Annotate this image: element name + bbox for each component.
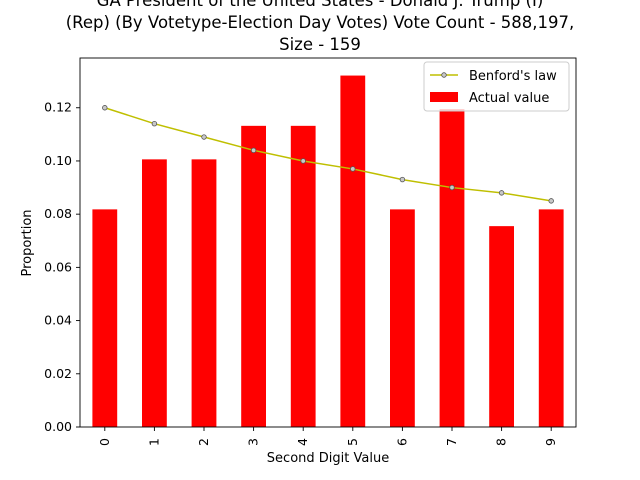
legend-box: [423, 61, 570, 112]
y-tick-label: 0.08: [44, 206, 72, 221]
axes-group: 0.00 0.02 0.04 0.06 0.08 0.10 0.12 0 1 2 3 4 5 6 7 8 9: [44, 57, 577, 446]
x-tick-label: 3: [246, 438, 261, 446]
x-tick-label: 6: [394, 438, 409, 446]
chart-title-line-1: GA President of the United States - Dona…: [96, 0, 544, 10]
benford-point-6: [399, 176, 406, 183]
x-tick-label: 2: [196, 438, 211, 446]
bar-3: [241, 125, 266, 427]
legend-actual-swatch: [430, 92, 458, 102]
legend-benford-label: Benford's law: [469, 69, 557, 84]
legend-actual-label: Actual value: [469, 91, 549, 106]
benford-line-group: [102, 105, 554, 204]
y-tick-label: 0.12: [44, 100, 72, 115]
y-tick-label: 0.06: [44, 259, 72, 274]
bar-5: [340, 75, 366, 427]
benford-line: [104, 107, 552, 202]
x-tick-label: 5: [345, 438, 360, 446]
bar-2: [191, 159, 217, 427]
x-tick-label: 8: [494, 438, 509, 446]
y-tick-label: 0.02: [44, 366, 72, 381]
bar-9: [538, 209, 564, 427]
x-tick-label: 1: [146, 438, 161, 446]
y-tick-label: 0.00: [44, 419, 72, 434]
chart-title-line-2: (Rep) (By Votetype-Election Day Votes) V…: [65, 13, 575, 32]
y-tick-label: 0.04: [44, 313, 72, 328]
x-tick-label: 4: [295, 438, 310, 446]
bar-7: [439, 109, 465, 428]
legend-benford-marker: [441, 72, 447, 78]
bar-1: [142, 159, 167, 427]
benford-point-4: [300, 158, 306, 164]
benford-point-7: [449, 184, 455, 191]
y-tick-label: 0.10: [44, 153, 72, 168]
bars-group: [92, 75, 564, 428]
benford-point-1: [151, 121, 158, 127]
benford-point-8: [498, 190, 505, 196]
x-tick-label: 0: [97, 438, 112, 446]
x-tick-label: 7: [444, 438, 459, 446]
bar-6: [390, 209, 415, 427]
benford-point-3: [250, 147, 257, 154]
legend: Benford's law Actual value: [423, 61, 570, 112]
x-axis-label: Second Digit Value: [267, 451, 389, 466]
benford-point-9: [548, 198, 554, 204]
benford-point-0: [102, 105, 108, 111]
benford-point-5: [350, 166, 356, 172]
benford-point-2: [201, 134, 207, 140]
plot-frame: [79, 57, 577, 428]
x-tick-label: 9: [543, 438, 558, 446]
bar-0: [92, 209, 118, 427]
bar-4: [290, 125, 316, 427]
y-axis-label: Proportion: [20, 209, 35, 276]
bar-8: [489, 226, 514, 427]
chart-title-line-3: Size - 159: [279, 35, 361, 54]
